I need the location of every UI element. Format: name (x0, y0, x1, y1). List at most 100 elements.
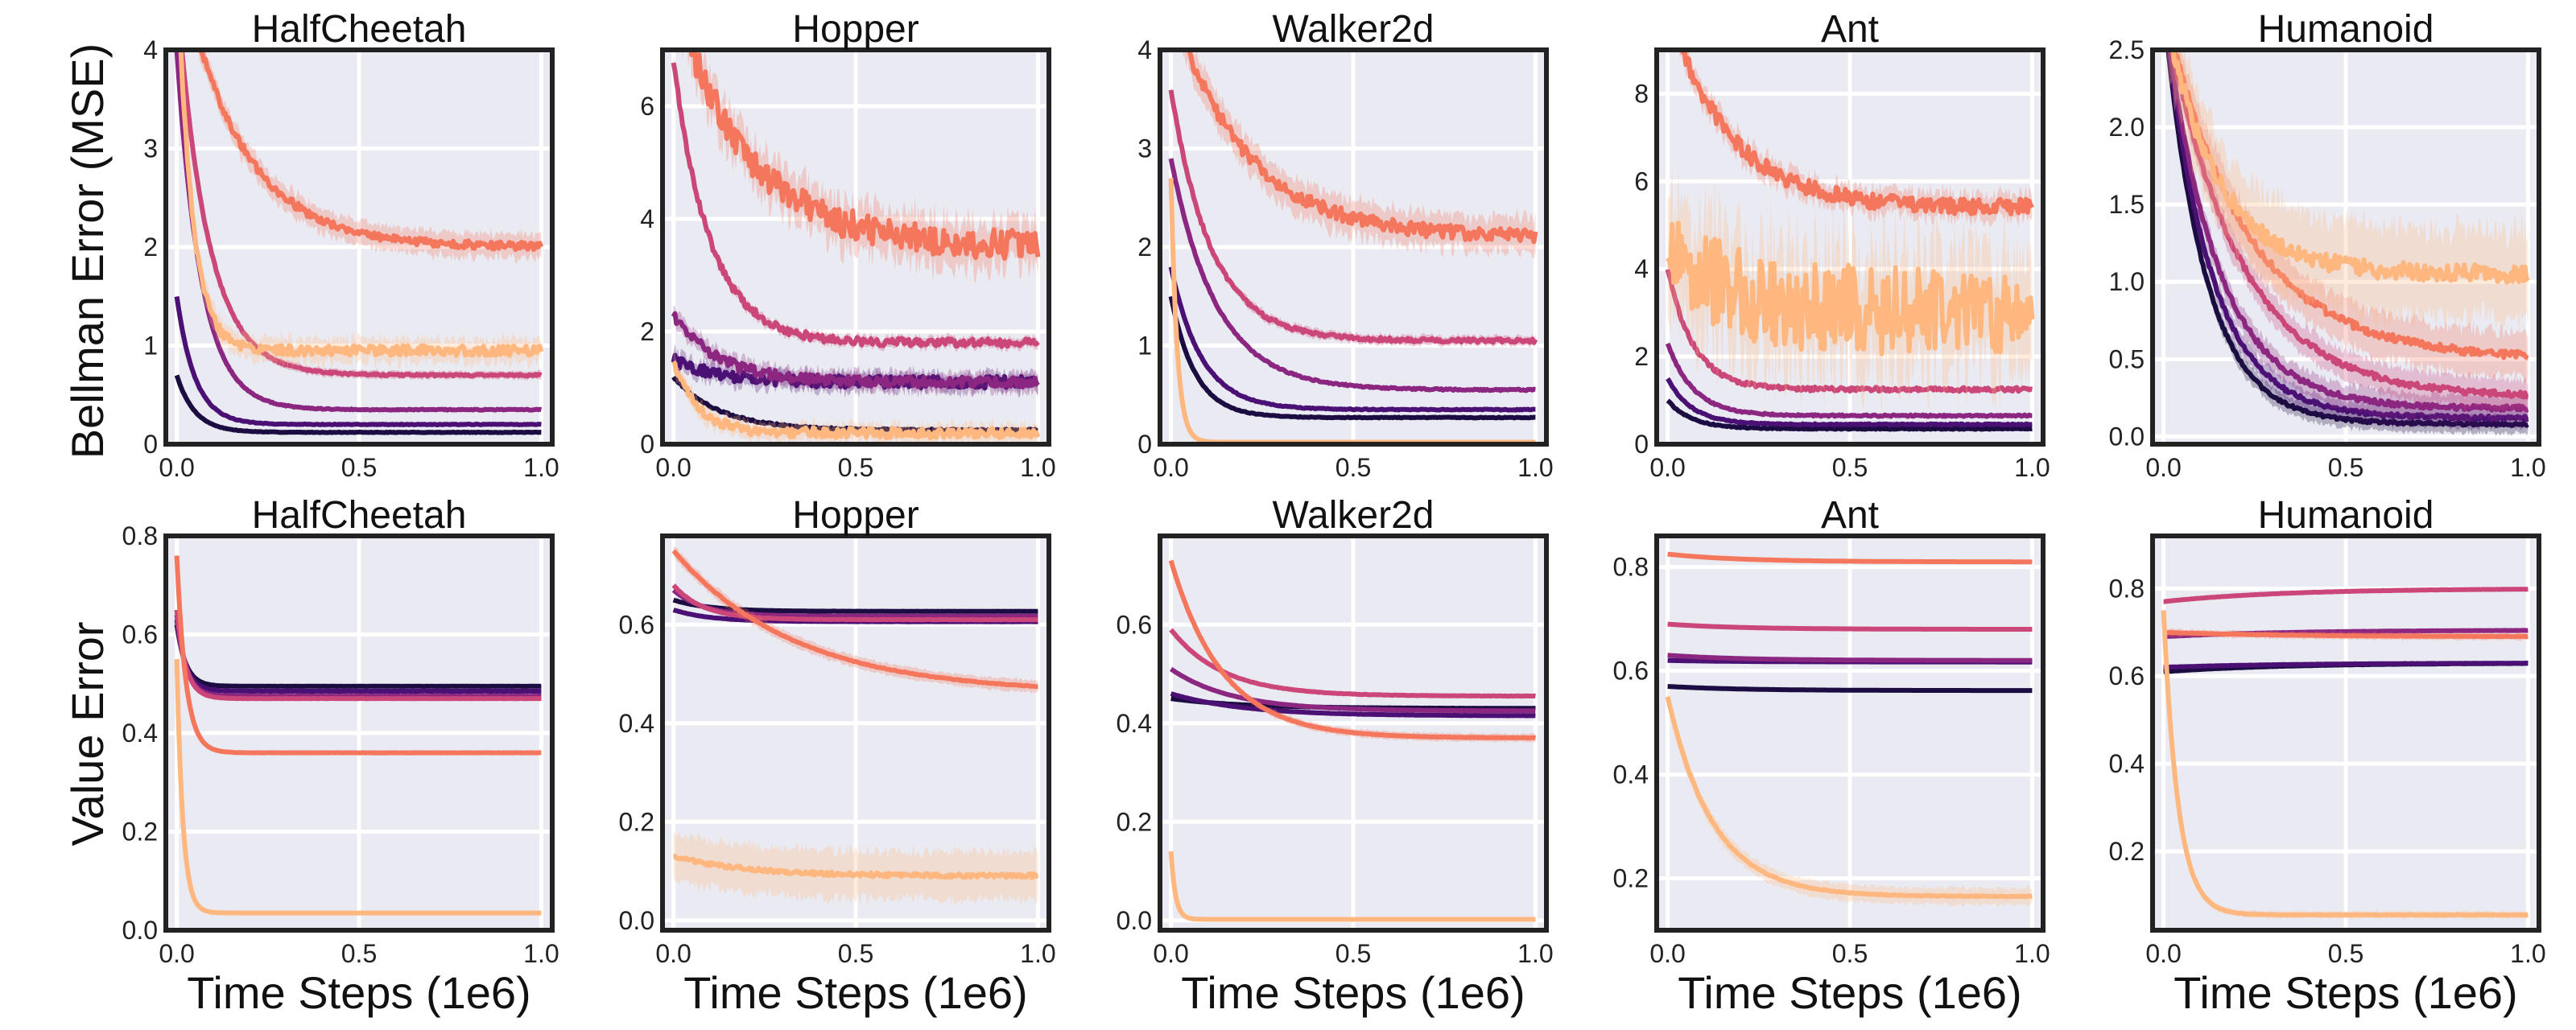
series-line-s6 (1666, 220, 2035, 356)
series-line-s6 (2170, 50, 2530, 285)
x-axis-label: Time Steps (1e6) (683, 967, 1027, 1018)
y-tick-label: 0.6 (619, 610, 654, 639)
y-tick-label: 6 (1634, 167, 1649, 196)
y-tick-label: 4 (1137, 35, 1152, 64)
series-line-s1 (1666, 684, 2033, 694)
plot-frame (1158, 47, 1549, 447)
y-tick-label: 6 (640, 92, 654, 121)
y-tick-label: 0.6 (2109, 661, 2145, 690)
y-tick-label: 0.0 (122, 916, 158, 945)
x-tick-label: 0.0 (1153, 939, 1188, 968)
chart-panel-1: 0 1 2 3 4 0.0 0.5 1.0 HalfCheetah (143, 8, 559, 482)
y-tick-label: 0.0 (1117, 906, 1152, 935)
plot-frame (2150, 47, 2541, 447)
chart-title: Humanoid (2258, 8, 2434, 51)
series-group (174, 555, 543, 916)
plot-frame (1654, 47, 2046, 447)
series-band-s5 (197, 50, 542, 264)
y-tick-label: 0.4 (1613, 760, 1649, 789)
y-tick-label: 1 (1137, 332, 1152, 360)
x-tick-label: 1.0 (1517, 453, 1553, 482)
x-tick-label: 0.0 (655, 453, 691, 482)
series-group (2163, 50, 2530, 436)
x-tick-label: 0.0 (159, 453, 194, 482)
y-tick-label: 0 (143, 430, 158, 459)
series-group (671, 50, 1041, 444)
y-tick-label: 4 (1634, 254, 1649, 283)
x-tick-label: 0.0 (2145, 453, 2181, 482)
series-line-s3 (174, 50, 543, 413)
series-line-s3 (671, 311, 1040, 389)
x-tick-label: 0.5 (1335, 939, 1371, 968)
chart-panel-2: 0 2 4 6 0.0 0.5 1.0 Hopper (640, 8, 1055, 482)
chart-title: HalfCheetah (252, 494, 467, 537)
chart-title: Walker2d (1273, 8, 1435, 51)
x-tick-label: 0.0 (1649, 939, 1685, 968)
x-tick-label: 1.0 (1517, 939, 1553, 968)
y-tick-label: 0.6 (122, 620, 158, 649)
series-line-s4 (2169, 50, 2529, 400)
series-line-s5 (1666, 551, 2033, 565)
y-tick-label: 4 (640, 204, 654, 233)
series-line-s4 (671, 583, 1039, 623)
chart-panel-10: 0.2 0.4 0.6 0.8 0.0 0.5 1.0 Humanoid Time Steps … (2109, 494, 2546, 1018)
series-line-s6 (1168, 851, 1537, 922)
chart-title: Walker2d (1273, 494, 1435, 537)
x-axis-label: Time Steps (1e6) (1678, 967, 2021, 1018)
x-tick-label: 1.0 (2014, 939, 2050, 968)
y-tick-label: 8 (1634, 79, 1649, 108)
series-line-s2 (1666, 377, 2033, 428)
y-tick-label: 2 (1137, 233, 1152, 262)
x-tick-label: 1.0 (2510, 453, 2545, 482)
plot-frame (660, 47, 1051, 447)
y-tick-label: 0.2 (619, 807, 654, 836)
chart-panel-4: 0 2 4 6 8 0.0 0.5 1.0 Ant (1634, 8, 2050, 482)
series-line-s6 (1665, 696, 2033, 900)
series-group (671, 546, 1039, 907)
x-tick-label: 0.5 (2328, 939, 2363, 968)
series-line-s4 (179, 50, 543, 379)
series-line-s6 (2161, 610, 2529, 918)
y-tick-label: 0 (640, 430, 654, 459)
x-tick-label: 0.0 (1153, 453, 1188, 482)
series-line-s5 (688, 50, 1041, 262)
series-band-s6 (673, 829, 1038, 907)
y-tick-label: 0.4 (2109, 749, 2145, 778)
series-line-s1 (1666, 398, 2033, 432)
series-line-s3 (1666, 653, 2033, 663)
chart-panel-8: 0.0 0.2 0.4 0.6 0.0 0.5 1.0 Walker2d Time Steps … (1117, 494, 1554, 1018)
y-tick-label: 4 (143, 35, 158, 64)
chart-panel-5: 0.0 0.5 1.0 1.5 2.0 2.5 0.0 0.5 1.0 Humanoid (2109, 8, 2546, 482)
series-line-s6 (174, 659, 543, 916)
y-tick-label: 2 (640, 317, 654, 346)
y-tick-label: 0.0 (619, 906, 654, 935)
chart-title: Ant (1821, 494, 1879, 537)
y-tick-label: 0.6 (1117, 610, 1152, 639)
y-tick-label: 3 (143, 134, 158, 163)
y-tick-label: 0.8 (1613, 553, 1649, 582)
series-line-s4 (2162, 587, 2529, 604)
y-tick-label: 0.8 (122, 521, 158, 550)
series-line-s5 (2162, 629, 2529, 640)
y-tick-label: 2.0 (2109, 113, 2145, 142)
x-tick-label: 0.5 (1832, 453, 1868, 482)
series-line-s2 (2166, 50, 2529, 422)
series-group (1168, 556, 1537, 922)
x-tick-label: 1.0 (1020, 453, 1055, 482)
series-line-s2 (2162, 661, 2529, 670)
x-axis-label: Time Steps (1e6) (187, 967, 530, 1018)
row-label-bellman: Bellman Error (MSE) (62, 43, 113, 459)
x-tick-label: 0.5 (341, 939, 377, 968)
series-line-s4 (1666, 621, 2033, 632)
series-line-s1 (174, 374, 543, 435)
y-tick-label: 0.6 (1613, 657, 1649, 686)
series-line-s6 (672, 854, 1039, 880)
series-line-s3 (1168, 158, 1537, 393)
y-tick-label: 1 (143, 332, 158, 360)
x-axis-label: Time Steps (1e6) (2174, 967, 2517, 1018)
series-group (174, 50, 544, 435)
chart-title: HalfCheetah (252, 8, 467, 51)
series-line-s6 (178, 50, 544, 358)
series-line-s3 (2167, 50, 2529, 413)
